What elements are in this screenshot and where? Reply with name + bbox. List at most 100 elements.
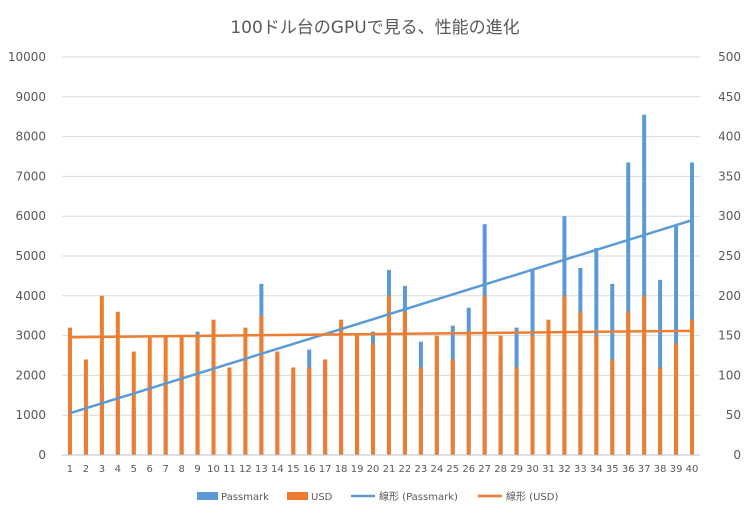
bar-usd	[578, 311, 583, 455]
x-tick-label: 15	[287, 464, 300, 475]
bar-usd	[131, 351, 136, 455]
bar-usd	[163, 335, 168, 455]
bar-usd	[339, 319, 344, 455]
bar-passmark	[690, 162, 695, 455]
bar-usd	[594, 335, 599, 455]
bar-usd	[67, 327, 72, 455]
legend-label: 線形 (Passmark)	[379, 490, 458, 503]
left-tick-label: 5000	[15, 249, 46, 263]
x-tick-label: 33	[574, 464, 587, 475]
x-tick-label: 6	[147, 464, 153, 475]
x-tick-label: 13	[255, 464, 268, 475]
bar-usd	[402, 311, 407, 455]
left-tick-label: 10000	[8, 50, 46, 64]
legend-label: USD	[311, 492, 333, 503]
x-tick-label: 12	[239, 464, 252, 475]
right-tick-label: 400	[718, 130, 741, 144]
bar-usd	[450, 359, 455, 455]
gridlines	[62, 56, 700, 416]
bar-usd	[610, 359, 615, 455]
left-tick-label: 1000	[15, 408, 46, 422]
right-tick-label: 150	[718, 329, 741, 343]
trendline	[69, 329, 693, 339]
x-tick-label: 21	[383, 464, 396, 475]
x-tick-label: 23	[415, 464, 428, 475]
x-tick-label: 18	[335, 464, 348, 475]
bar-usd	[307, 367, 312, 455]
x-tick-label: 32	[558, 464, 571, 475]
x-tick-label: 34	[590, 464, 603, 475]
legend: Passmark USD 線形 (Passmark) 線形 (USD)	[197, 490, 558, 503]
x-tick-label: 4	[115, 464, 121, 475]
bar-usd	[355, 335, 360, 455]
x-tick-label: 8	[178, 464, 184, 475]
bar-usd	[658, 367, 663, 455]
x-tick-label: 39	[670, 464, 683, 475]
x-tick-label: 30	[526, 464, 539, 475]
x-tick-label: 25	[446, 464, 459, 475]
left-axis-ticks: 0 1000 2000 3000 4000 5000 6000 7000 8000 9000 100…	[8, 50, 46, 462]
bar-passmark	[642, 114, 647, 456]
right-tick-label: 250	[718, 249, 741, 263]
x-tick-label: 35	[606, 464, 619, 475]
x-tick-label: 38	[654, 464, 667, 475]
bar-passmark	[626, 162, 631, 455]
x-tick-label: 2	[83, 464, 89, 475]
right-tick-label: 500	[718, 50, 741, 64]
x-tick-label: 20	[367, 464, 380, 475]
x-axis-ticks: 1 2 3 4 5 6 7 8 9 10 11 12 13 14 15 16 17 18 19 20 21 22 23 24 2…	[67, 464, 699, 475]
right-axis-ticks: 0 50 100 150 200 250 300 350 400 450 500	[718, 50, 741, 462]
bar-passmark	[674, 226, 679, 455]
x-tick-label: 14	[271, 464, 284, 475]
right-tick-label: 100	[718, 368, 741, 382]
x-tick-label: 37	[638, 464, 651, 475]
x-tick-label: 36	[622, 464, 635, 475]
bar-usd	[498, 335, 503, 455]
right-tick-label: 300	[718, 209, 741, 223]
left-tick-label: 0	[38, 448, 46, 462]
bar-usd	[195, 335, 200, 455]
x-tick-label: 16	[303, 464, 316, 475]
chart-title: 100ドル台のGPUで見る、性能の進化	[230, 18, 519, 38]
bar-usd	[243, 327, 248, 455]
bar-usd	[466, 331, 471, 455]
right-tick-label: 0	[733, 448, 741, 462]
left-tick-label: 7000	[15, 169, 46, 183]
bar-usd	[99, 295, 104, 455]
bar-usd	[562, 295, 567, 455]
x-tick-label: 22	[399, 464, 412, 475]
bar-usd	[291, 367, 296, 455]
x-tick-label: 7	[162, 464, 168, 475]
x-tick-label: 1	[67, 464, 73, 475]
left-tick-label: 2000	[15, 368, 46, 382]
left-tick-label: 6000	[15, 209, 46, 223]
right-tick-label: 50	[726, 408, 741, 422]
x-tick-label: 29	[510, 464, 523, 475]
left-tick-label: 8000	[15, 130, 46, 144]
bar-usd	[530, 335, 535, 455]
legend-label: Passmark	[221, 492, 269, 503]
bar-usd	[386, 295, 391, 455]
x-tick-label: 28	[494, 464, 507, 475]
bar-usd	[211, 319, 216, 455]
right-tick-label: 200	[718, 289, 741, 303]
right-tick-label: 450	[718, 90, 741, 104]
left-tick-label: 3000	[15, 329, 46, 343]
bar-usd	[371, 343, 376, 455]
bar-usd	[626, 311, 631, 455]
bar-usd	[690, 319, 695, 455]
bar-usd	[227, 367, 232, 455]
x-tick-label: 19	[351, 464, 364, 475]
x-tick-label: 40	[686, 464, 699, 475]
x-tick-label: 31	[542, 464, 555, 475]
bar-usd	[323, 359, 328, 455]
bar-usd	[259, 315, 264, 455]
legend-label: 線形 (USD)	[506, 490, 558, 503]
bar-usd	[514, 367, 519, 455]
bar-usd	[115, 311, 120, 455]
x-tick-label: 24	[430, 464, 443, 475]
x-tick-label: 27	[478, 464, 491, 475]
left-tick-label: 9000	[15, 90, 46, 104]
x-tick-label: 11	[223, 464, 236, 475]
